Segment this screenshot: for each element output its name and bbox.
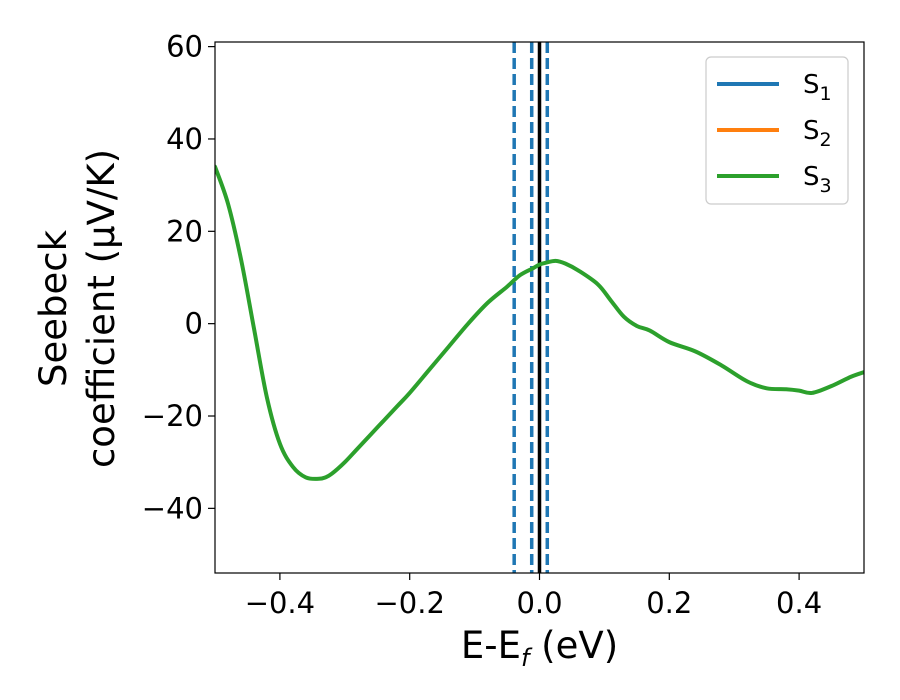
y-tick-label: −20	[142, 399, 203, 433]
y-tick-label: 0	[185, 307, 203, 341]
y-tick-label: −40	[142, 491, 203, 525]
y-tick-label: 60	[166, 30, 203, 64]
x-axis-label: E-Ef (eV)	[461, 624, 618, 672]
y-axis-label-line2: coefficient (μV/K)	[80, 149, 123, 468]
x-tick-label: −0.2	[374, 586, 444, 620]
y-axis-label: Seebeck coefficient (μV/K)	[32, 149, 123, 468]
legend-label-s3: S3	[803, 162, 832, 197]
x-axis-label-main: E-E	[461, 624, 521, 667]
y-tick-label: 40	[166, 122, 203, 156]
legend: S1 S2 S3	[705, 56, 849, 205]
axis-ticks: −0.4 −0.2 0.0 0.2 0.4 −40 −20 0 20 40 60	[142, 30, 822, 620]
legend-label-s1: S1	[803, 70, 832, 105]
x-tick-label: −0.4	[245, 586, 315, 620]
legend-label-s2: S2	[803, 116, 832, 151]
x-tick-label: 0.0	[516, 586, 562, 620]
plot-content	[215, 42, 864, 573]
x-tick-label: 0.2	[646, 586, 692, 620]
x-tick-label: 0.4	[776, 586, 822, 620]
y-axis-label-line1: Seebeck	[32, 229, 75, 387]
x-axis-label-suffix: (eV)	[529, 624, 618, 667]
series-line-s3	[215, 164, 864, 481]
y-tick-label: 20	[166, 214, 203, 248]
